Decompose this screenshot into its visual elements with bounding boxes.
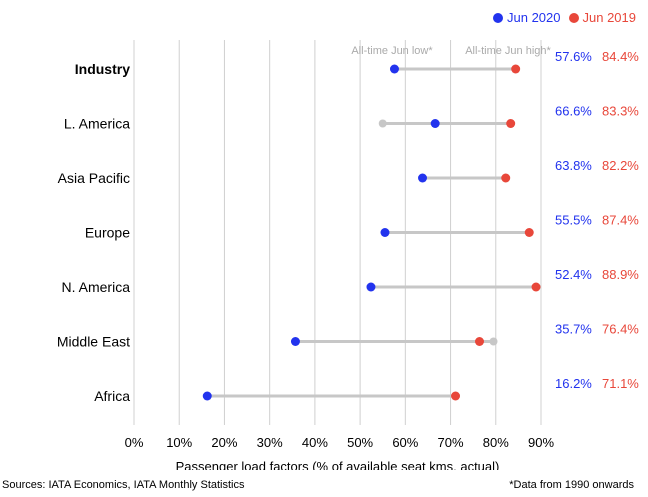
point-jun-2020 [389, 64, 399, 74]
category-label: Middle East [57, 334, 130, 350]
data-label-jun-2019: 87.4% [602, 213, 639, 228]
data-label-jun-2019: 76.4% [602, 322, 639, 337]
point-jun-2020 [366, 282, 376, 292]
all-time-low-marker [378, 119, 387, 128]
x-tick-label: 40% [302, 435, 328, 450]
category-label: Industry [75, 61, 130, 77]
point-jun-2020 [380, 228, 390, 237]
chart-legend: Jun 2020 Jun 2019 [493, 10, 636, 25]
point-jun-2019 [524, 228, 534, 237]
x-tick-label: 10% [166, 435, 192, 450]
x-tick-label: 90% [528, 435, 554, 450]
data-label-jun-2019: 71.1% [602, 376, 639, 391]
legend-item-jun-2020: Jun 2020 [493, 10, 561, 25]
data-label-jun-2019: 82.2% [602, 158, 639, 173]
x-tick-label: 30% [257, 435, 283, 450]
data-label-jun-2020: 63.8% [555, 158, 592, 173]
point-jun-2019 [531, 282, 541, 292]
x-axis-label: Passenger load factors (% of available s… [176, 459, 500, 470]
point-jun-2019 [501, 173, 511, 183]
category-label: L. America [64, 116, 130, 132]
data-label-jun-2019: 83.3% [602, 104, 639, 119]
x-tick-label: 50% [347, 435, 373, 450]
data-footnote: *Data from 1990 onwards [509, 479, 634, 491]
data-label-jun-2020: 66.6% [555, 104, 592, 119]
legend-label-jun-2019: Jun 2019 [582, 10, 637, 25]
point-jun-2020 [290, 337, 300, 346]
x-tick-label: 20% [211, 435, 237, 450]
legend-item-jun-2019: Jun 2019 [568, 10, 637, 25]
all-time-high-label: All-time Jun high* [465, 45, 551, 57]
point-jun-2019 [451, 391, 461, 401]
data-label-jun-2019: 88.9% [602, 267, 639, 282]
category-label: Asia Pacific [58, 170, 130, 186]
category-label: Europe [85, 225, 130, 241]
x-tick-label: 60% [392, 435, 418, 450]
source-note: Sources: IATA Economics, IATA Monthly St… [2, 479, 245, 491]
data-label-jun-2019: 84.4% [602, 49, 639, 64]
point-jun-2020 [418, 173, 428, 183]
dumbbell-chart: 0% 10% 20% 30% 40% 50% 60% 70% 80% 90% Passenger l… [57, 40, 639, 470]
data-label-jun-2020: 35.7% [555, 322, 592, 337]
x-tick-label: 80% [483, 435, 509, 450]
legend-dot-jun-2019 [568, 12, 579, 23]
point-jun-2020 [430, 119, 440, 128]
data-label-jun-2020: 16.2% [555, 376, 592, 391]
data-label-jun-2020: 52.4% [555, 267, 592, 282]
point-jun-2019 [511, 64, 521, 74]
legend-dot-jun-2020 [493, 12, 503, 23]
data-label-jun-2020: 55.5% [555, 213, 592, 228]
legend-label-jun-2020: Jun 2020 [507, 10, 561, 25]
category-label: Africa [94, 388, 130, 404]
category-label: N. America [62, 279, 131, 295]
x-tick-label: 70% [438, 435, 464, 450]
all-time-low-label: All-time Jun low* [351, 45, 433, 57]
all-time-high-marker [489, 337, 498, 346]
point-jun-2019 [506, 119, 516, 128]
point-jun-2020 [202, 391, 212, 401]
x-tick-label: 0% [125, 435, 144, 450]
point-jun-2019 [474, 337, 484, 346]
data-label-jun-2020: 57.6% [555, 49, 592, 64]
